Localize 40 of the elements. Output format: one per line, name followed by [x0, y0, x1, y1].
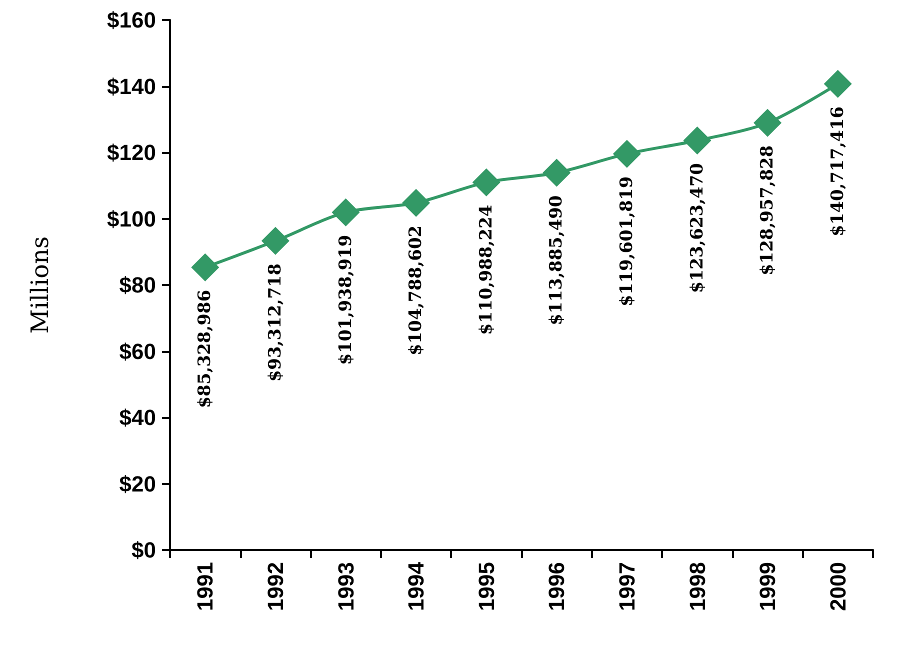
- y-tick-label: $40: [119, 405, 156, 430]
- annotation: $101,938,919: [336, 234, 356, 365]
- annotation: $123,623,470: [687, 162, 708, 294]
- x-tick-label: 1996: [544, 562, 570, 611]
- point: [683, 126, 712, 155]
- annotation: $140,717,416: [828, 106, 848, 236]
- point: [472, 168, 500, 196]
- y-tick-label: $140: [107, 74, 156, 99]
- x-tick-label: 1994: [404, 561, 429, 611]
- x-tick-label: 1991: [192, 562, 218, 611]
- point: [542, 158, 571, 187]
- y-tick-label: $20: [119, 471, 156, 496]
- annotation: $128,957,828: [758, 145, 778, 276]
- point: [824, 70, 852, 98]
- point: [754, 108, 782, 137]
- y-axis-title: Millions: [26, 236, 54, 334]
- y-tick-label: $60: [119, 338, 156, 364]
- annotation: $119,601,819: [616, 176, 637, 306]
- x-tick-label: 2000: [825, 562, 850, 611]
- annotation: $113,885,490: [546, 195, 567, 326]
- annotation: $104,788,602: [406, 225, 426, 356]
- point: [612, 140, 641, 168]
- x-tick-label: 1999: [755, 562, 780, 611]
- point: [261, 226, 290, 255]
- x-tick-label: 1992: [262, 562, 288, 611]
- x-tick-label: 1998: [684, 562, 710, 611]
- y-tick-label: $120: [107, 140, 156, 165]
- annotation: $85,328,986: [195, 290, 216, 408]
- y-tick-label: $100: [107, 206, 156, 232]
- y-tick-label: $80: [119, 272, 156, 298]
- x-tick-label: 1997: [614, 562, 640, 611]
- y-tick-label: $0: [132, 538, 156, 562]
- annotation: $93,312,718: [265, 263, 286, 382]
- point: [332, 198, 360, 226]
- point: [402, 188, 430, 217]
- x-tick-label: 1995: [474, 562, 499, 611]
- x-tick-label: 1993: [333, 562, 358, 611]
- point: [191, 253, 220, 282]
- y-tick-label: $160: [107, 8, 156, 32]
- annotation: $110,988,224: [476, 204, 496, 335]
